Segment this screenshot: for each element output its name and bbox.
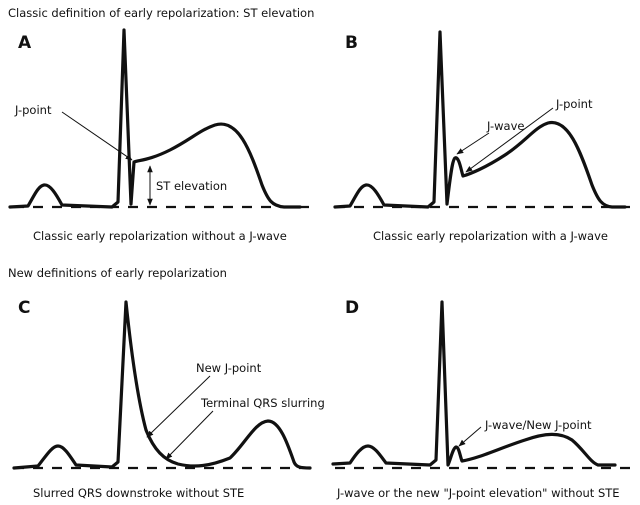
panel-c-letter: C: [18, 298, 30, 318]
panel-a-caption: Classic early repolarization without a J…: [33, 229, 287, 243]
panel-c-new-jpoint-arrow: [146, 375, 211, 438]
panel-d-caption: J-wave or the new "J-point elevation" wi…: [336, 486, 620, 500]
panel-a: A J-point ST elevation Classic early rep…: [8, 28, 315, 243]
panel-a-st-elevation-label: ST elevation: [156, 179, 227, 193]
panel-b-ecg-trace: [333, 30, 627, 209]
panel-b-letter: B: [345, 33, 358, 53]
panel-b-jwave-label: J-wave: [486, 119, 524, 133]
panel-c-slurring-arrow: [165, 410, 214, 460]
classic-definition-heading: Classic definition of early repolarizati…: [8, 6, 314, 20]
panel-b-jpoint-arrow: [465, 107, 554, 173]
panel-c-ecg-trace: [12, 300, 312, 470]
panel-d: D J-wave/New J-point J-wave or the new "…: [331, 298, 632, 500]
panel-b: B J-point J-wave Classic early repolariz…: [333, 30, 632, 243]
new-definitions-heading: New definitions of early repolarization: [8, 266, 227, 280]
panel-c-caption: Slurred QRS downstroke without STE: [33, 486, 244, 500]
panel-a-jpoint-label: J-point: [14, 103, 52, 117]
panel-b-jwave-arrow: [456, 132, 490, 155]
panel-a-ecg-trace: [8, 28, 302, 209]
panel-c-new-jpoint-label: New J-point: [196, 361, 262, 375]
panel-c: C New J-point Terminal QRS slurring Slur…: [12, 298, 325, 500]
panel-d-jwave-label: J-wave/New J-point: [484, 418, 592, 432]
panel-d-jwave-arrow: [458, 426, 482, 447]
panel-c-slurring-label: Terminal QRS slurring: [200, 396, 325, 410]
panel-a-letter: A: [18, 33, 32, 53]
panel-d-letter: D: [345, 298, 359, 318]
panel-a-jpoint-arrow: [61, 111, 133, 161]
panel-b-jpoint-label: J-point: [555, 97, 593, 111]
panel-b-caption: Classic early repolarization with a J-wa…: [373, 229, 608, 243]
panel-d-ecg-trace: [331, 300, 617, 467]
